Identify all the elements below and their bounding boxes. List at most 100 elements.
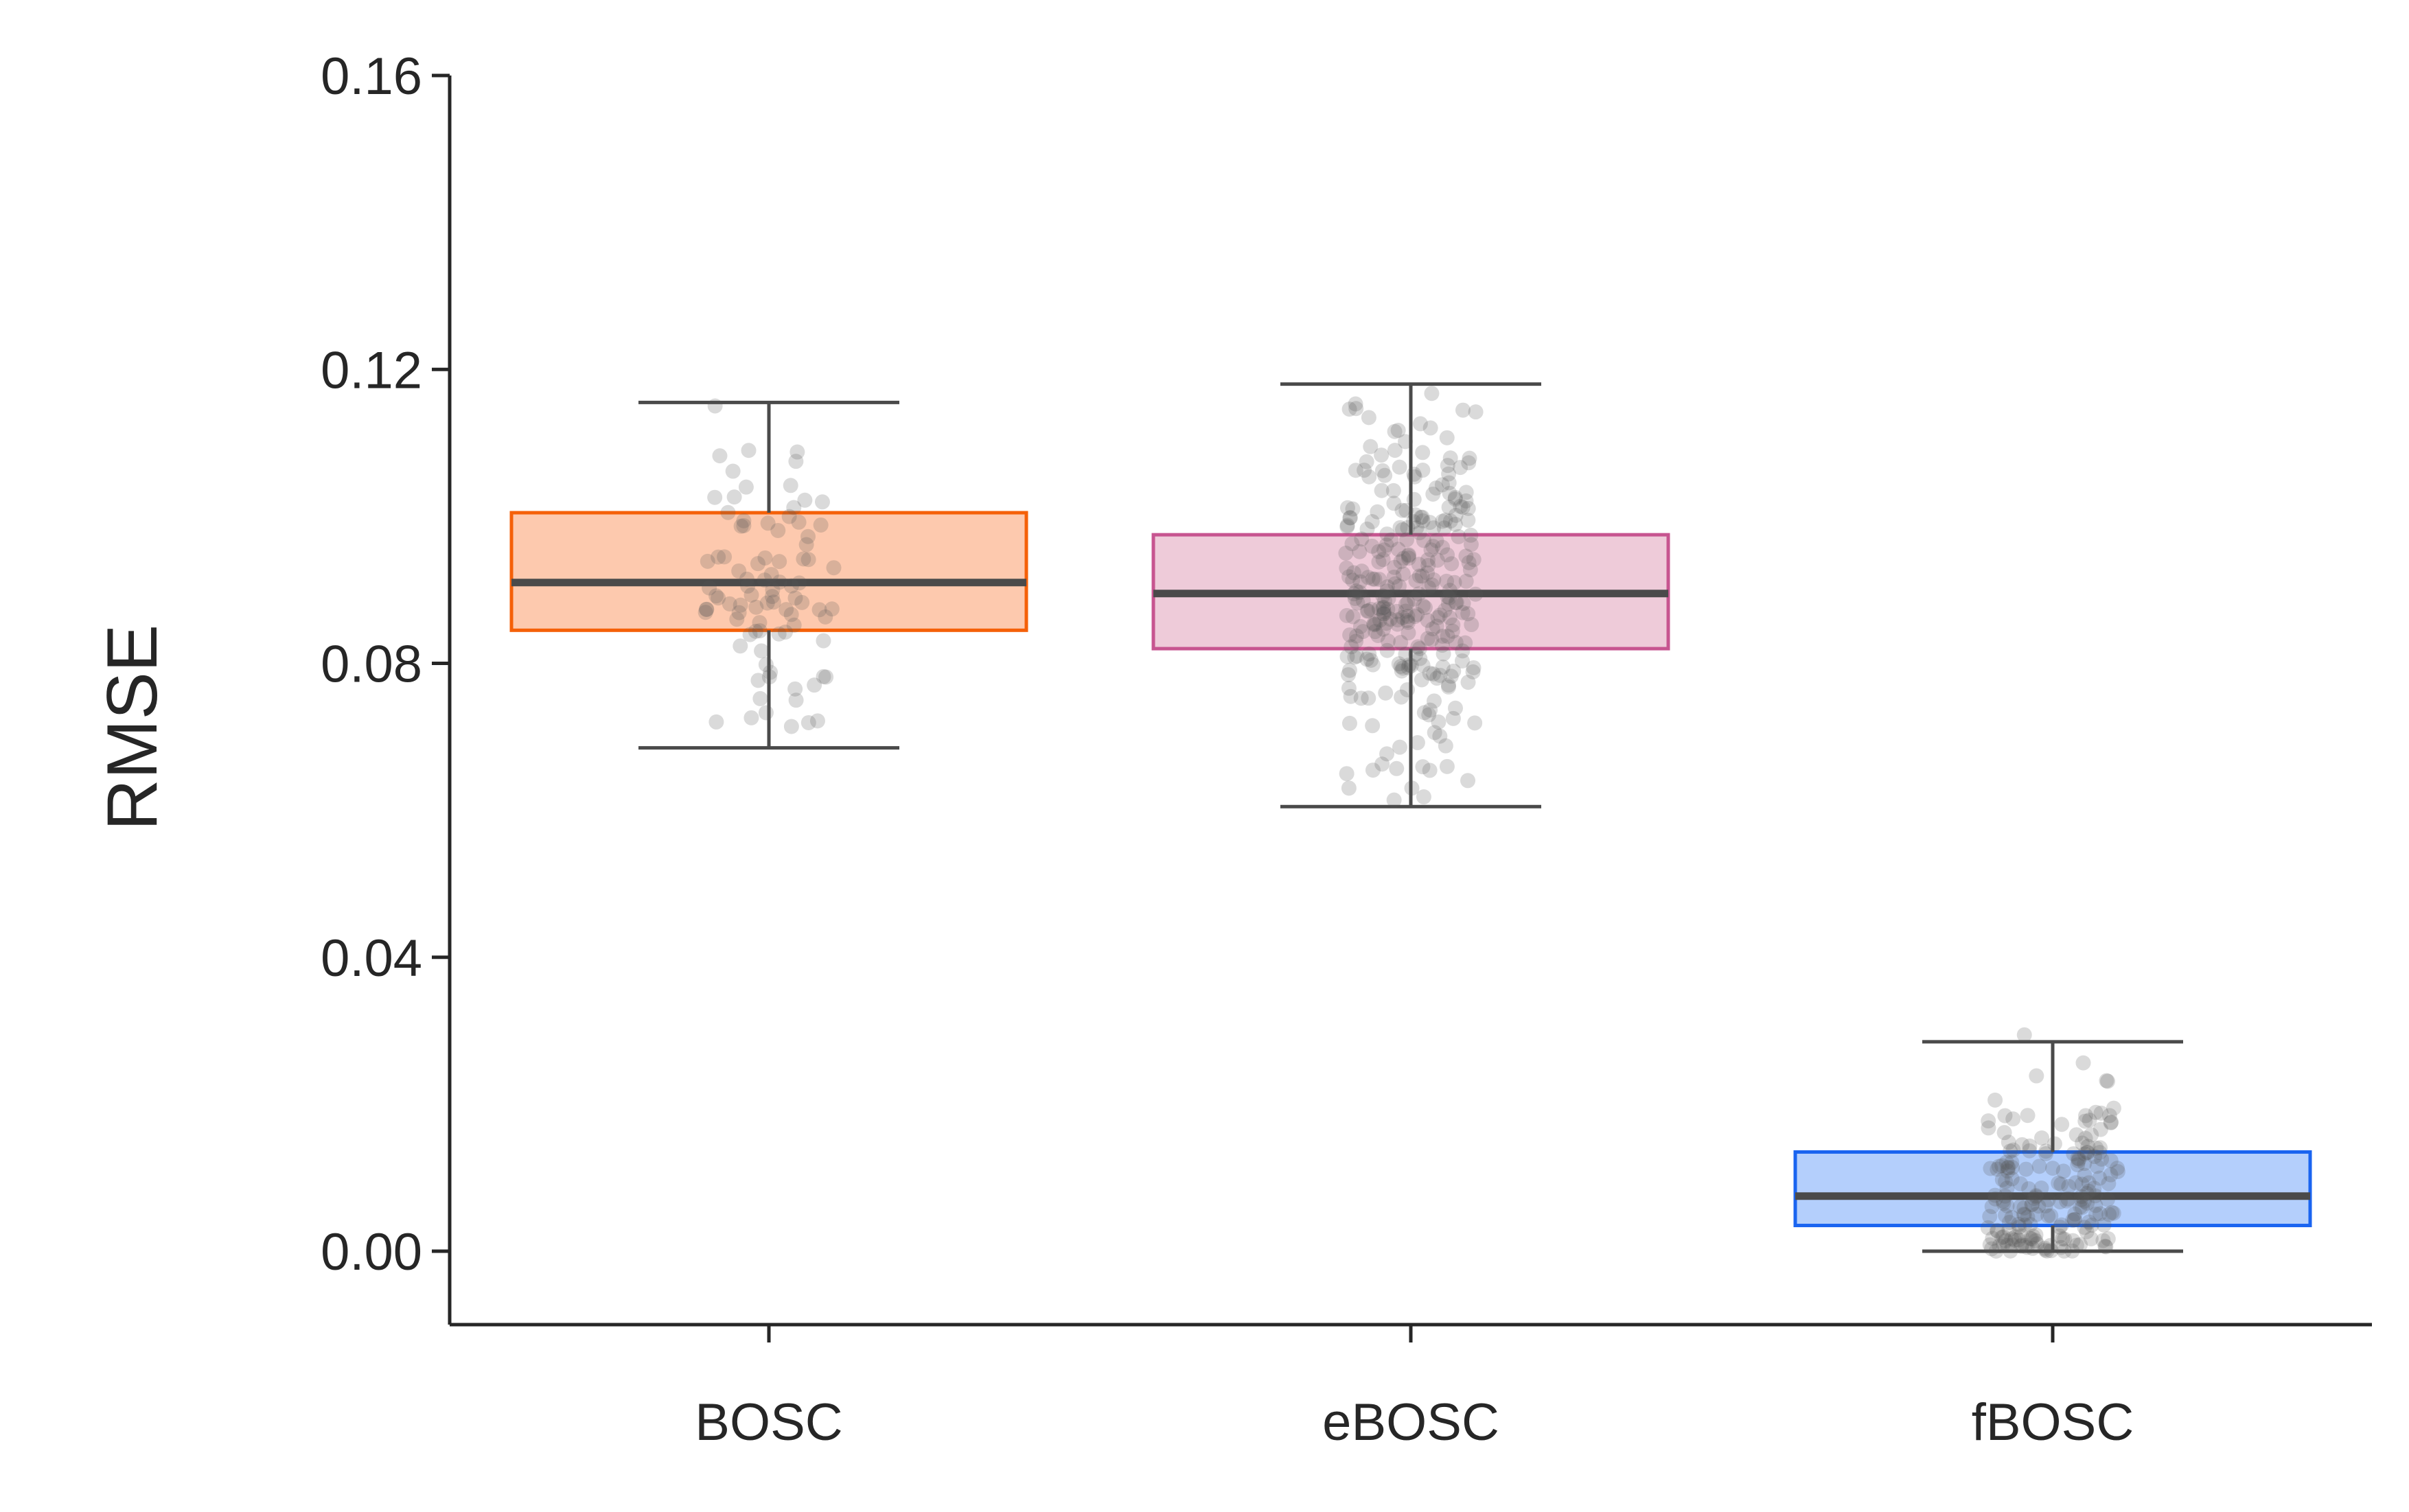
data-point-ebosc: [1381, 591, 1396, 607]
data-point-fbosc: [2066, 1146, 2082, 1162]
data-point-fbosc: [2060, 1191, 2076, 1207]
data-point-ebosc: [1390, 612, 1405, 628]
data-point-fbosc: [2101, 1108, 2117, 1124]
data-point-fbosc: [2012, 1199, 2028, 1215]
data-point-ebosc: [1352, 585, 1368, 601]
data-point-ebosc: [1401, 660, 1416, 675]
data-point-fbosc: [2028, 1227, 2044, 1243]
data-point-fbosc: [2066, 1212, 2082, 1228]
data-point-fbosc: [2077, 1194, 2093, 1209]
data-point-bosc: [741, 443, 757, 458]
data-point-bosc: [740, 578, 756, 594]
data-point-ebosc: [1440, 547, 1455, 563]
data-point-bosc: [731, 605, 747, 620]
data-point-ebosc: [1371, 554, 1387, 570]
data-point-bosc: [698, 601, 714, 617]
data-point-bosc: [717, 549, 733, 565]
data-point-fbosc: [1983, 1161, 1998, 1176]
data-point-ebosc: [1448, 507, 1464, 523]
data-point-ebosc: [1401, 614, 1416, 630]
data-point-fbosc: [2028, 1233, 2044, 1248]
data-point-ebosc: [1376, 604, 1392, 620]
data-point-ebosc: [1437, 603, 1453, 618]
data-point-ebosc: [1342, 510, 1358, 526]
data-point-ebosc: [1460, 500, 1476, 516]
y-tick-label: 0.12: [321, 341, 422, 399]
data-point-ebosc: [1340, 667, 1356, 683]
data-point-ebosc: [1442, 583, 1457, 598]
data-point-ebosc: [1439, 430, 1455, 445]
data-point-fbosc: [2075, 1135, 2090, 1151]
data-point-ebosc: [1420, 565, 1436, 581]
data-point-ebosc: [1339, 607, 1355, 623]
data-point-ebosc: [1339, 766, 1355, 782]
data-point-ebosc: [1375, 588, 1391, 604]
data-point-fbosc: [1988, 1243, 2004, 1259]
data-point-ebosc: [1468, 404, 1484, 420]
data-point-fbosc: [2053, 1240, 2069, 1255]
data-point-bosc: [824, 601, 840, 617]
data-point-ebosc: [1363, 439, 1379, 454]
data-point-fbosc: [2055, 1231, 2071, 1247]
data-point-ebosc: [1406, 466, 1422, 482]
data-point-ebosc: [1407, 609, 1423, 625]
data-point-ebosc: [1354, 531, 1370, 547]
data-point-fbosc: [2005, 1142, 2021, 1158]
data-point-bosc: [748, 623, 763, 639]
data-point-fbosc: [2099, 1191, 2115, 1207]
data-point-ebosc: [1426, 572, 1442, 588]
data-point-fbosc: [2038, 1198, 2053, 1213]
data-point-ebosc: [1455, 643, 1471, 659]
data-point-ebosc: [1442, 610, 1457, 626]
data-point-ebosc: [1393, 554, 1409, 570]
data-point-fbosc: [1996, 1196, 2012, 1211]
data-point-fbosc: [2100, 1073, 2116, 1089]
data-point-fbosc: [2056, 1243, 2072, 1259]
data-point-ebosc: [1463, 537, 1479, 553]
data-point-ebosc: [1460, 512, 1476, 528]
data-point-ebosc: [1407, 469, 1422, 485]
data-point-bosc: [813, 517, 829, 533]
data-point-fbosc: [2068, 1237, 2084, 1253]
data-point-bosc: [809, 713, 825, 729]
data-point-bosc: [754, 643, 770, 659]
data-point-fbosc: [2027, 1191, 2042, 1207]
data-point-fbosc: [1990, 1223, 2005, 1239]
data-point-ebosc: [1359, 454, 1374, 469]
data-point-fbosc: [2034, 1130, 2050, 1146]
data-point-fbosc: [1982, 1209, 1998, 1224]
data-point-ebosc: [1399, 613, 1415, 629]
data-point-ebosc: [1385, 482, 1401, 498]
data-point-ebosc: [1411, 557, 1427, 572]
data-point-fbosc: [1998, 1233, 2014, 1248]
data-point-ebosc: [1451, 528, 1466, 544]
data-point-bosc: [752, 623, 768, 639]
data-point-fbosc: [2073, 1189, 2089, 1205]
data-point-ebosc: [1398, 434, 1414, 450]
data-point-bosc: [772, 554, 787, 570]
data-point-ebosc: [1413, 509, 1429, 525]
data-point-ebosc: [1406, 514, 1422, 530]
data-point-ebosc: [1412, 651, 1428, 666]
data-point-fbosc: [2018, 1237, 2033, 1253]
data-point-ebosc: [1379, 537, 1394, 553]
data-point-ebosc: [1432, 667, 1448, 683]
data-point-ebosc: [1421, 707, 1437, 723]
data-point-bosc: [814, 494, 830, 510]
data-point-bosc: [816, 633, 831, 649]
data-point-bosc: [712, 448, 728, 464]
data-point-fbosc: [2011, 1216, 2027, 1232]
data-point-ebosc: [1416, 789, 1431, 805]
data-point-ebosc: [1338, 546, 1354, 561]
data-point-fbosc: [1994, 1230, 2010, 1246]
data-point-fbosc: [2042, 1237, 2058, 1253]
data-point-bosc: [758, 705, 774, 721]
data-point-fbosc: [2020, 1108, 2036, 1124]
data-point-ebosc: [1346, 565, 1361, 581]
data-point-ebosc: [1391, 656, 1407, 672]
data-point-bosc: [757, 572, 772, 588]
data-point-fbosc: [2092, 1145, 2108, 1161]
data-point-bosc: [771, 626, 787, 642]
data-point-bosc: [763, 664, 779, 680]
data-point-ebosc: [1341, 780, 1357, 796]
